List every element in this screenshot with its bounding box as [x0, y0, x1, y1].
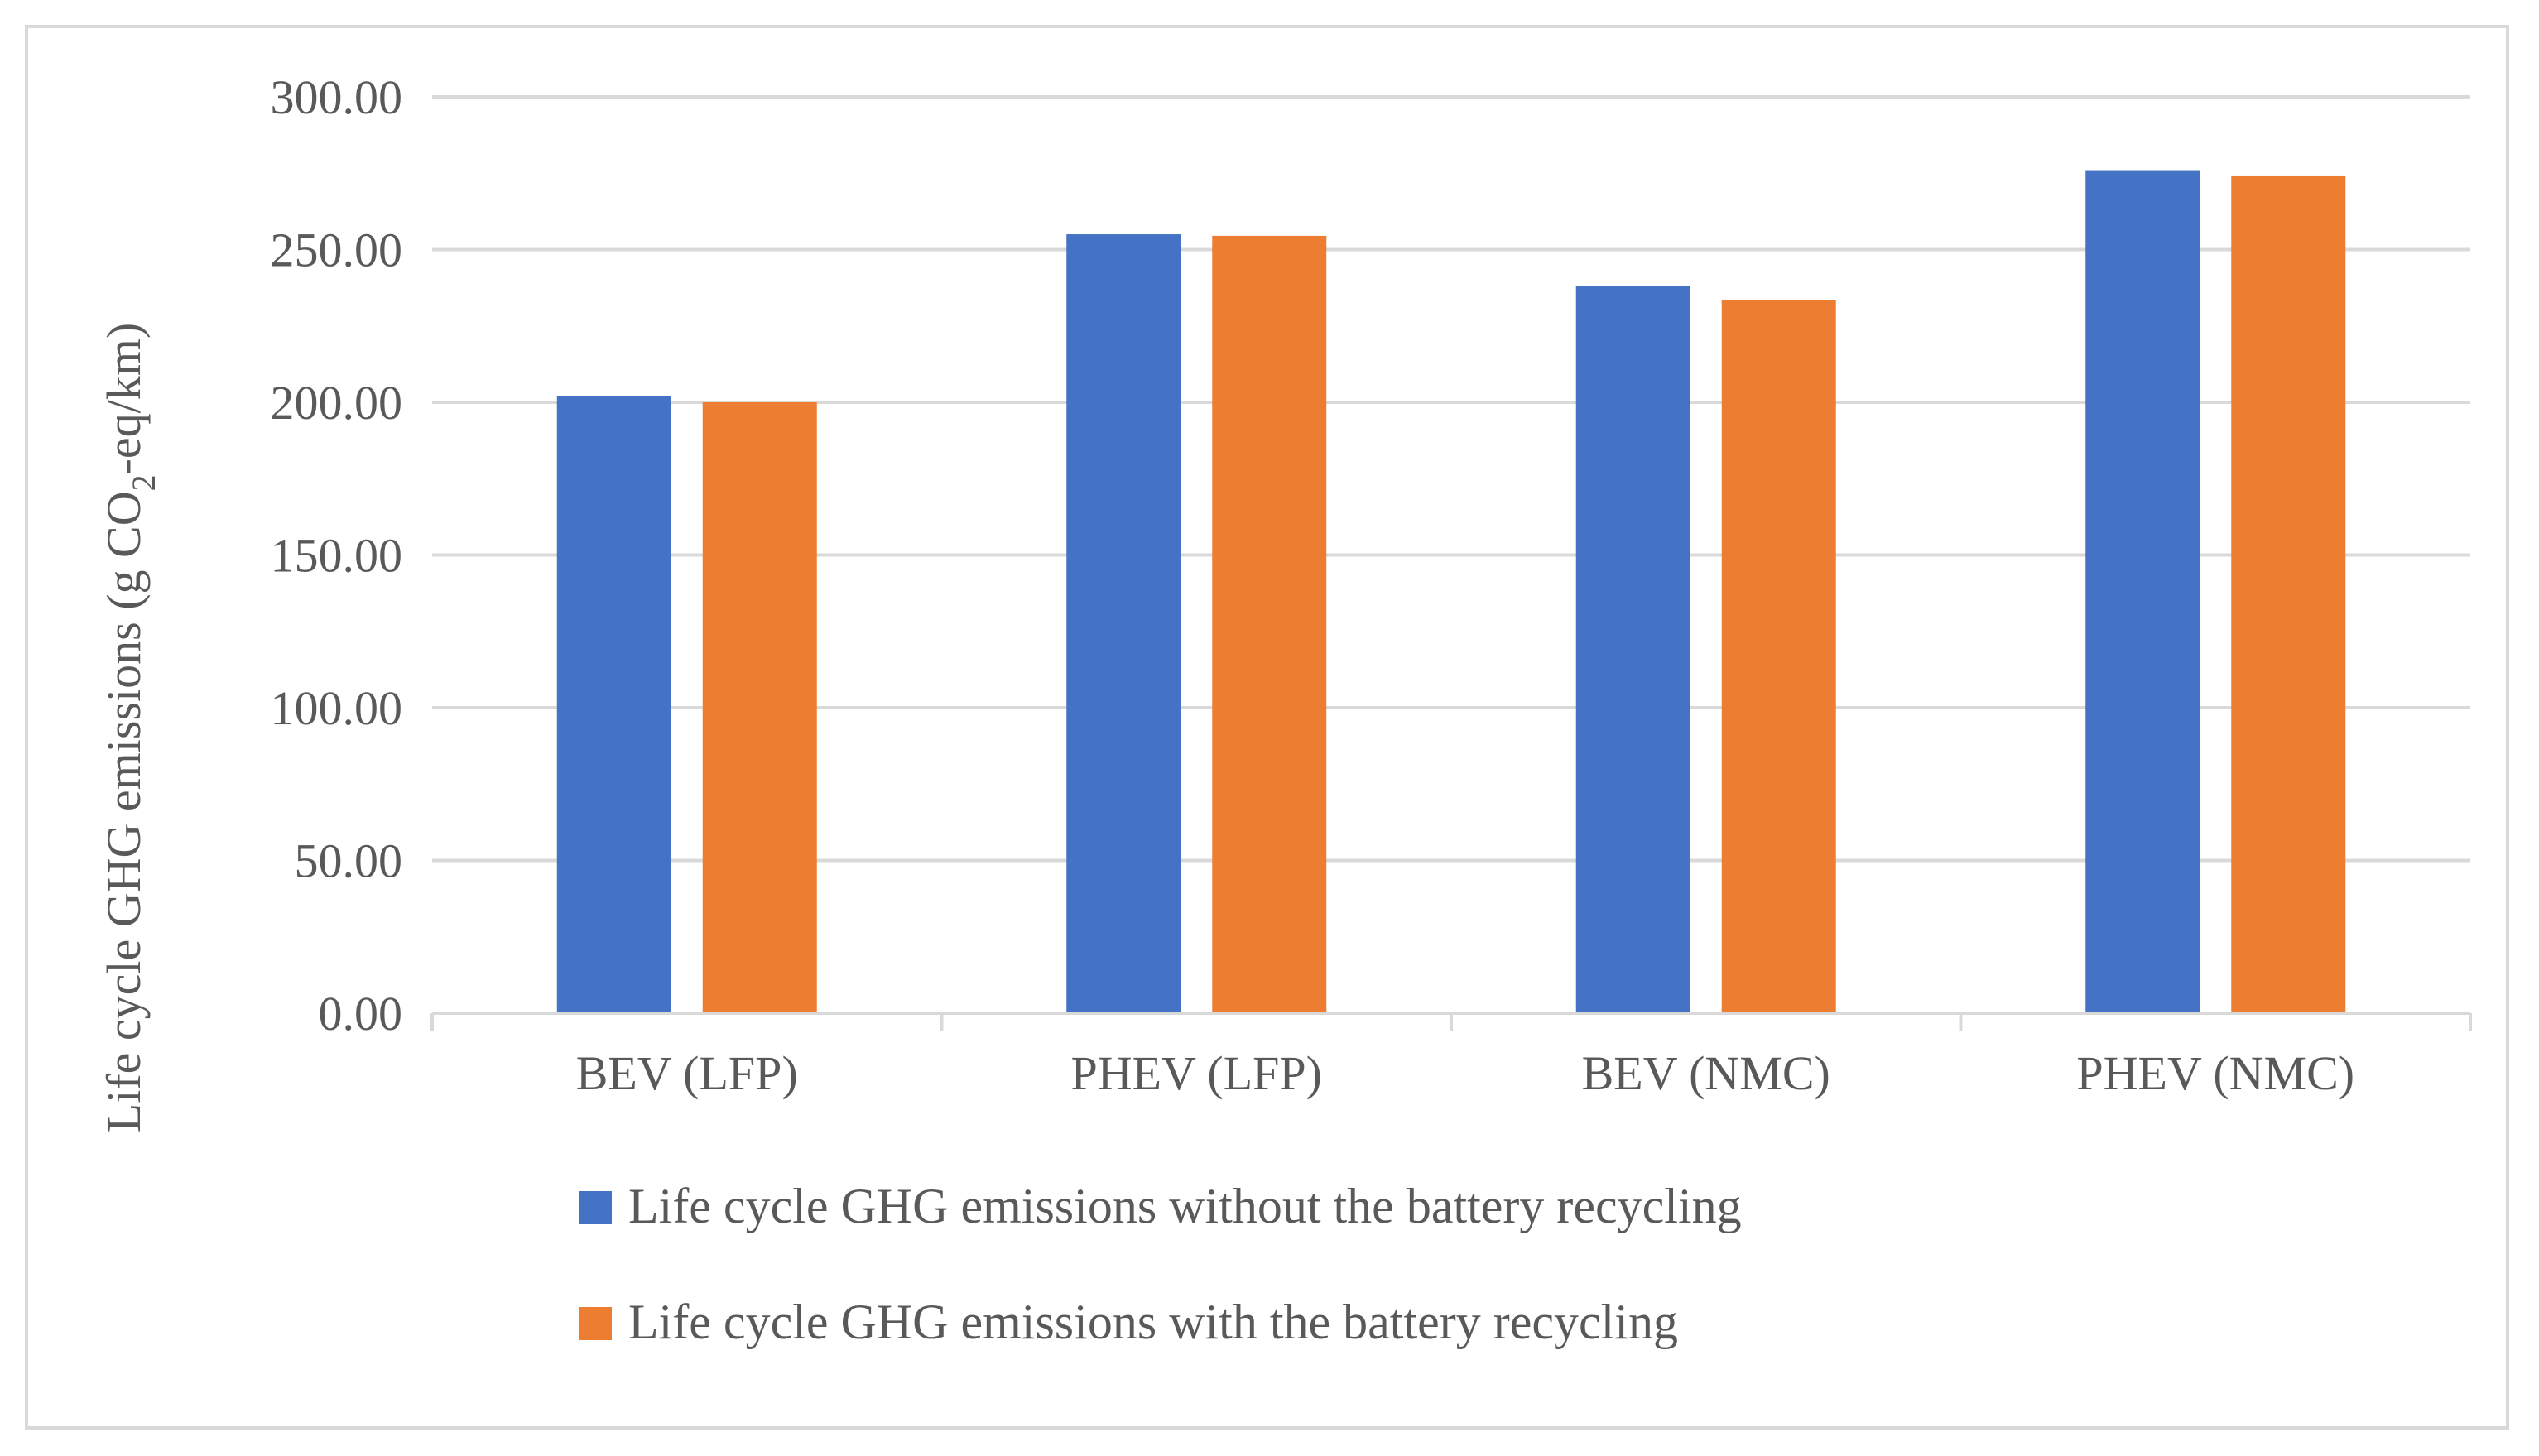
- legend-label: Life cycle GHG emissions with the batter…: [628, 1295, 1678, 1349]
- x-axis: [430, 1012, 2472, 1031]
- x-category-label: PHEV (LFP): [1071, 1046, 1322, 1100]
- y-tick-label: 0.00: [319, 987, 403, 1040]
- legend-swatch: [579, 1307, 612, 1340]
- bar-chart: 0.0050.00100.00150.00200.00250.00300.00 …: [97, 70, 2472, 1349]
- bar-without-recycling: [1575, 286, 1690, 1013]
- y-tick-label: 300.00: [271, 70, 403, 124]
- bar-with-recycling: [1212, 235, 1327, 1013]
- x-category-label: PHEV (NMC): [2076, 1046, 2354, 1100]
- y-axis-title: Life cycle GHG emissions (g CO2-eq/km): [97, 323, 162, 1132]
- bars: [556, 170, 2346, 1013]
- y-tick-label: 100.00: [271, 681, 403, 735]
- bar-with-recycling: [1721, 300, 1836, 1013]
- bar-with-recycling: [702, 402, 817, 1013]
- y-tick-label: 200.00: [271, 376, 403, 430]
- bar-without-recycling: [1066, 234, 1181, 1013]
- y-tick-label: 150.00: [271, 529, 403, 583]
- legend: Life cycle GHG emissions without the bat…: [579, 1179, 1742, 1349]
- y-tick-label: 50.00: [295, 834, 403, 888]
- y-tick-labels: 0.00 50.00 100.00 150.00 200.00 250.00 300.00: [271, 70, 403, 1040]
- y-tick-label: 250.00: [271, 223, 403, 277]
- bar-without-recycling: [2085, 170, 2200, 1013]
- x-category-labels: BEV (LFP) PHEV (LFP) BEV (NMC) PHEV (NMC): [576, 1046, 2354, 1100]
- legend-label: Life cycle GHG emissions without the bat…: [628, 1179, 1742, 1233]
- legend-swatch: [579, 1191, 612, 1224]
- x-category-label: BEV (LFP): [576, 1046, 798, 1100]
- chart-frame: 0.00 50.00 100.00 150.00 200.00 250.00 300.00 …: [25, 25, 2509, 1430]
- bar-without-recycling: [556, 396, 671, 1013]
- bar-with-recycling: [2231, 175, 2346, 1013]
- x-category-label: BEV (NMC): [1582, 1046, 1830, 1100]
